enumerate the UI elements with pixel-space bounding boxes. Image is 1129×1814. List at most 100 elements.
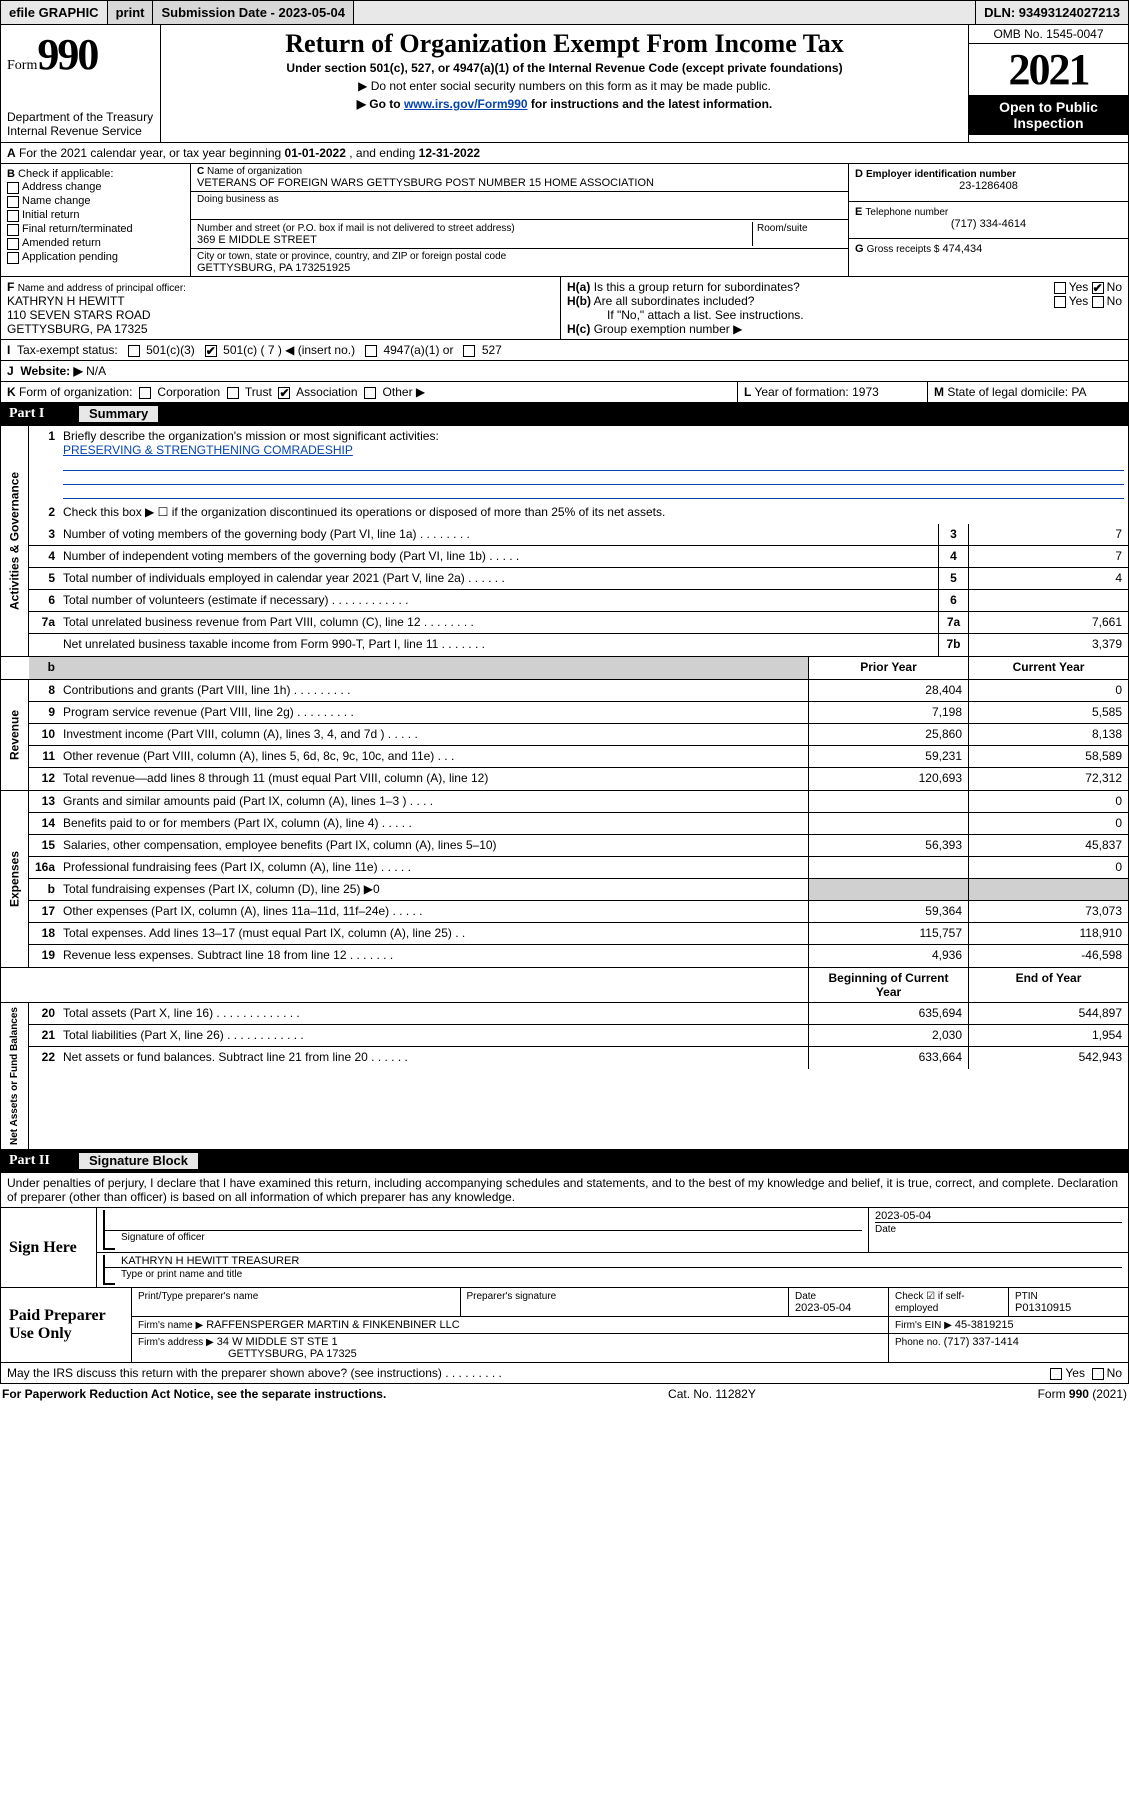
room-label: Room/suite — [757, 223, 808, 234]
formk-label: Form of organization: — [19, 385, 132, 399]
signature-bracket-icon — [103, 1210, 115, 1250]
opt-other: Other ▶ — [383, 385, 426, 399]
firm-ein-value: 45-3819215 — [955, 1319, 1014, 1331]
col-prior: Prior Year — [808, 657, 968, 679]
summary-row: 22Net assets or fund balances. Subtract … — [29, 1047, 1128, 1069]
cb-address-change[interactable] — [7, 182, 19, 194]
city-label: City or town, state or province, country… — [197, 251, 842, 262]
year-header-row: b Prior Year Current Year — [0, 657, 1129, 680]
summary-row: 16aProfessional fundraising fees (Part I… — [29, 857, 1128, 879]
ein-label: Employer identification number — [866, 169, 1016, 180]
cb-501c[interactable] — [205, 345, 217, 357]
summary-row: 21Total liabilities (Part X, line 26) . … — [29, 1025, 1128, 1047]
firm-name-value: RAFFENSPERGER MARTIN & FINKENBINER LLC — [206, 1319, 459, 1331]
cb-initial-return[interactable] — [7, 210, 19, 222]
cb-ha-no[interactable] — [1092, 282, 1104, 294]
cb-app-pending[interactable] — [7, 252, 19, 264]
lbl-final-return: Final return/terminated — [22, 223, 133, 235]
form-org-row: K Form of organization: Corporation Trus… — [0, 382, 1129, 403]
cb-discuss-yes[interactable] — [1050, 1368, 1062, 1380]
dln-label: DLN: 93493124027213 — [975, 1, 1128, 24]
lbl-name-change: Name change — [22, 195, 91, 207]
summary-row: 9Program service revenue (Part VIII, lin… — [29, 702, 1128, 724]
vtab-expenses: Expenses — [1, 791, 29, 967]
summary-row: Net unrelated business taxable income fr… — [29, 634, 1128, 656]
lbl-initial-return: Initial return — [22, 209, 79, 221]
hc-label: Group exemption number ▶ — [594, 322, 743, 336]
part2-title: Signature Block — [79, 1153, 198, 1169]
cb-527[interactable] — [463, 345, 475, 357]
gross-value: 474,434 — [943, 243, 983, 255]
discuss-no: No — [1107, 1366, 1122, 1380]
summary-row: 13Grants and similar amounts paid (Part … — [29, 791, 1128, 813]
cb-hb-yes[interactable] — [1054, 296, 1066, 308]
submission-date: Submission Date - 2023-05-04 — [153, 1, 354, 24]
prep-name-label: Print/Type preparer's name — [138, 1291, 258, 1302]
irs-label: Internal Revenue Service — [7, 124, 154, 138]
instr2-post: for instructions and the latest informat… — [528, 97, 773, 111]
officer-addr1: 110 SEVEN STARS ROAD — [7, 308, 151, 322]
city-value: GETTYSBURG, PA 173251925 — [197, 262, 842, 274]
sig-officer-label: Signature of officer — [121, 1232, 205, 1243]
efile-label: efile GRAPHIC — [1, 1, 108, 24]
lbl-app-pending: Application pending — [22, 251, 118, 263]
summary-row: 15Salaries, other compensation, employee… — [29, 835, 1128, 857]
summary-row: 18Total expenses. Add lines 13–17 (must … — [29, 923, 1128, 945]
cb-trust[interactable] — [227, 387, 239, 399]
col-current: Current Year — [968, 657, 1128, 679]
tax-exempt-label: Tax-exempt status: — [17, 343, 118, 357]
period-begin: 01-01-2022 — [285, 146, 346, 160]
open-inspection: Open to Public Inspection — [969, 95, 1128, 135]
name-label: Name of organization — [207, 166, 302, 177]
form-title: Return of Organization Exempt From Incom… — [167, 29, 962, 59]
firm-addr1: 34 W MIDDLE ST STE 1 — [217, 1336, 338, 1348]
summary-row: 4Number of independent voting members of… — [29, 546, 1128, 568]
officer-group-row: F Name and address of principal officer:… — [0, 277, 1129, 340]
instr2-pre: ▶ Go to — [357, 97, 404, 111]
col-beginning: Beginning of Current Year — [808, 968, 968, 1002]
cb-amended[interactable] — [7, 238, 19, 250]
org-name: VETERANS OF FOREIGN WARS GETTYSBURG POST… — [197, 177, 842, 189]
cb-501c3[interactable] — [128, 345, 140, 357]
irs-link[interactable]: www.irs.gov/Form990 — [404, 97, 528, 111]
hb-yes: Yes — [1069, 294, 1089, 308]
cb-name-change[interactable] — [7, 196, 19, 208]
mission-link[interactable]: PRESERVING & STRENGTHENING COMRADESHIP — [63, 443, 353, 457]
org-info-block: B Check if applicable: Address change Na… — [0, 164, 1129, 277]
cb-final-return[interactable] — [7, 224, 19, 236]
top-toolbar: efile GRAPHIC print Submission Date - 20… — [0, 0, 1129, 25]
name-address-column: C Name of organization VETERANS OF FOREI… — [191, 164, 848, 276]
q2-label: Check this box ▶ ☐ if the organization d… — [59, 502, 1128, 524]
may-discuss-label: May the IRS discuss this return with the… — [7, 1366, 502, 1380]
cb-other[interactable] — [364, 387, 376, 399]
yearL-label: Year of formation: — [754, 385, 848, 399]
officer-title-label: Type or print name and title — [121, 1269, 242, 1280]
part2-header: Part II Signature Block — [0, 1150, 1129, 1173]
tax-year: 2021 — [969, 44, 1128, 95]
phone-value: (717) 334-4614 — [855, 218, 1122, 230]
cb-corp[interactable] — [139, 387, 151, 399]
cb-hb-no[interactable] — [1092, 296, 1104, 308]
form-number: 990 — [37, 30, 97, 79]
header-mid: Return of Organization Exempt From Incom… — [161, 25, 968, 142]
vtab-netassets: Net Assets or Fund Balances — [1, 1003, 29, 1149]
yearL-value: 1973 — [852, 385, 879, 399]
print-button[interactable]: print — [108, 1, 154, 24]
summary-row: 7aTotal unrelated business revenue from … — [29, 612, 1128, 634]
firm-addr-label: Firm's address ▶ — [138, 1337, 214, 1348]
form-header: Form990 Department of the Treasury Inter… — [0, 25, 1129, 143]
website-value: N/A — [86, 364, 106, 378]
opt-4947: 4947(a)(1) or — [383, 343, 453, 357]
part1-title: Summary — [79, 406, 158, 422]
period-end: 12-31-2022 — [419, 146, 480, 160]
prep-date-value: 2023-05-04 — [795, 1302, 851, 1314]
street-address: 369 E MIDDLE STREET — [197, 234, 317, 246]
cb-discuss-no[interactable] — [1092, 1368, 1104, 1380]
cb-ha-yes[interactable] — [1054, 282, 1066, 294]
discuss-yes: Yes — [1065, 1366, 1085, 1380]
cb-4947[interactable] — [365, 345, 377, 357]
sig-date-label: Date — [875, 1224, 896, 1235]
cb-assoc[interactable] — [278, 387, 290, 399]
stateM-label: State of legal domicile: — [947, 385, 1068, 399]
hb-no: No — [1107, 294, 1122, 308]
